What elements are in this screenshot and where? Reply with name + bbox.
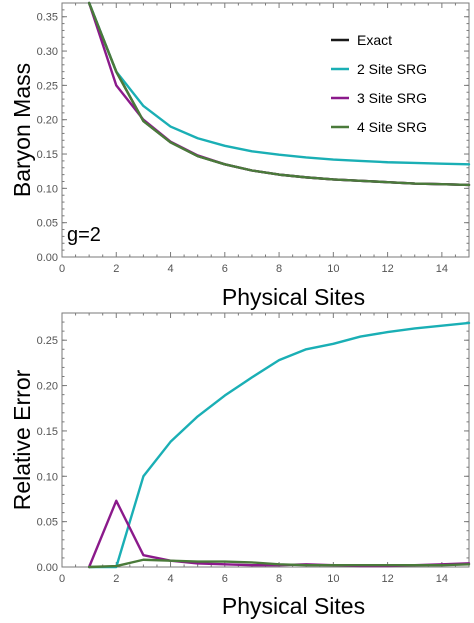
series-line-srg3	[87, 499, 471, 569]
plot-frame	[61, 312, 470, 568]
relative-error-chart: 0 2 4 6 8 10 12 14 0.00 0.05 0.10 0.15 0.20 0.25 Physi…	[9, 312, 471, 619]
y-tick-label: 0.20	[37, 381, 58, 393]
x-tick-label: 14	[436, 573, 448, 585]
legend: Exact 2 Site SRG 3 Site SRG 4 Site SRG	[331, 32, 427, 135]
y-tick-label: 0.10	[37, 183, 58, 195]
series-line-2-site-srg	[87, 1, 471, 166]
y-tick-label: 0.05	[37, 218, 58, 230]
legend-label-3-site-srg: 3 Site SRG	[357, 90, 427, 106]
x-tick-label: 6	[222, 573, 228, 585]
y-tick-label: 0.25	[37, 335, 58, 347]
y-tick-label: 0.10	[37, 471, 58, 483]
y-tick-label: 0.30	[37, 46, 58, 58]
y-tick-label: 0.25	[37, 80, 58, 92]
y-axis-title: Baryon Mass	[9, 63, 35, 197]
x-tick-label: 12	[381, 573, 393, 585]
x-tick-label: 4	[167, 263, 173, 275]
x-tick-label: 12	[381, 263, 393, 275]
x-tick-label: 8	[276, 263, 282, 275]
x-tick-label: 6	[222, 263, 228, 275]
y-tick-label: 0.35	[37, 12, 58, 24]
x-tick-label: 2	[113, 263, 119, 275]
y-tick-label: 0.15	[37, 149, 58, 161]
x-tick-label: 2	[113, 573, 119, 585]
y-tick-label: 0.00	[37, 252, 58, 264]
x-tick-label: 8	[276, 573, 282, 585]
x-tick-label: 14	[436, 263, 448, 275]
y-tick-label: 0.00	[37, 562, 58, 574]
legend-label-4-site-srg: 4 Site SRG	[357, 119, 427, 135]
x-tick-label: 0	[59, 573, 65, 585]
x-axis-title: Physical Sites	[222, 284, 365, 310]
legend-label-exact: Exact	[357, 32, 392, 48]
y-tick-label: 0.05	[37, 517, 58, 529]
x-tick-label: 0	[59, 263, 65, 275]
baryon-mass-chart: 0 2 4 6 8 10 12 14 0.00 0.05 0.10 0.15 0.20 0.25 0.30 0…	[9, 1, 471, 310]
x-tick-label: 4	[167, 573, 173, 585]
x-tick-label: 10	[327, 573, 339, 585]
series-line-srg2	[87, 321, 471, 569]
series-line-srg4	[87, 558, 471, 569]
legend-label-2-site-srg: 2 Site SRG	[357, 61, 427, 77]
series-line-4-site-srg	[87, 1, 471, 187]
coupling-annotation: g=2	[67, 224, 101, 246]
x-tick-label: 10	[327, 263, 339, 275]
y-tick-label: 0.15	[37, 426, 58, 438]
y-tick-label: 0.20	[37, 115, 58, 127]
x-axis-title: Physical Sites	[222, 593, 365, 619]
y-axis-title: Relative Error	[9, 369, 35, 510]
